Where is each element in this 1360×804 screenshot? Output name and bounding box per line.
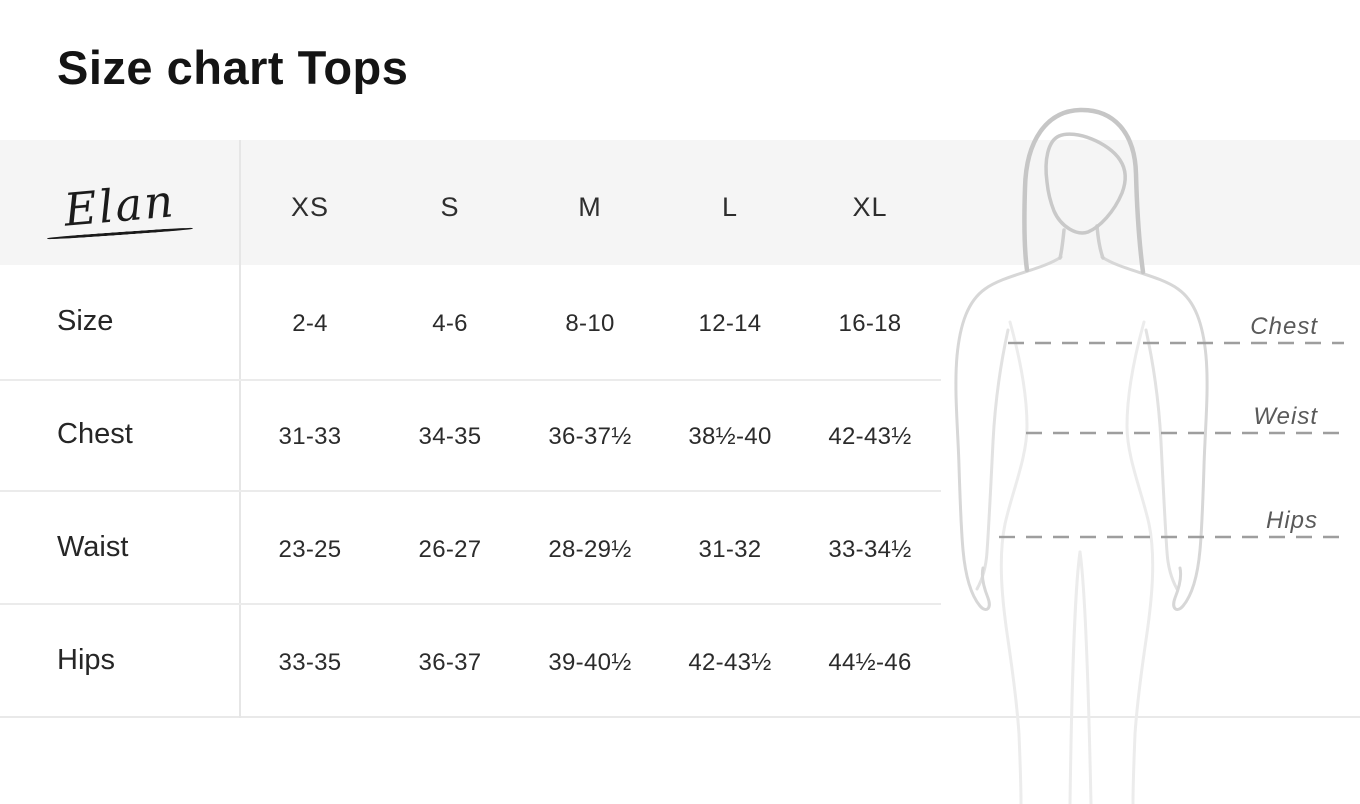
column-header-m: M	[578, 192, 602, 222]
measurement-label-weist: Weist	[1253, 403, 1318, 430]
column-header-xl: XL	[852, 192, 888, 222]
body-measurement-figure: Chest Weist Hips	[954, 107, 1344, 804]
table-cell: 4-6	[432, 309, 468, 337]
row-divider-1	[0, 379, 941, 381]
row-label-chest: Chest	[57, 418, 133, 450]
table-cell: 8-10	[565, 309, 615, 337]
table-cell: 31-32	[698, 535, 762, 563]
column-header-s: S	[440, 192, 460, 222]
row-label-size: Size	[57, 305, 114, 337]
table-cell: 16-18	[838, 309, 902, 337]
table-cell: 38½-40	[688, 422, 772, 450]
table-cell: 36-37½	[548, 422, 632, 450]
table-cell: 34-35	[418, 422, 482, 450]
inner-leg-left	[1068, 550, 1082, 804]
brand-logo: Elan	[62, 173, 178, 237]
table-cell: 2-4	[292, 309, 328, 337]
measurement-label-hips: Hips	[1266, 507, 1318, 534]
table-column-divider	[239, 140, 241, 718]
inner-leg-right	[1078, 550, 1093, 804]
torso-left-outline	[999, 320, 1029, 804]
brand-logo-cell: Elan	[0, 140, 240, 265]
shoulder-arm-left	[954, 255, 1063, 611]
page-title: Size chart Tops	[57, 41, 409, 94]
table-cell: 33-34½	[828, 535, 912, 563]
size-chart-table: Elan XS S M L XL Size 2-4 4-6 8-10 12-14…	[0, 140, 940, 717]
row-label-waist: Waist	[57, 531, 129, 563]
table-cell: 36-37	[418, 648, 482, 676]
measurement-label-chest: Chest	[1250, 313, 1318, 340]
table-cell: 31-33	[278, 422, 342, 450]
table-cell: 39-40½	[548, 648, 632, 676]
table-cell: 23-25	[278, 535, 342, 563]
table-cell: 33-35	[278, 648, 342, 676]
torso-right-outline	[1125, 320, 1155, 804]
table-cell: 42-43½	[828, 422, 912, 450]
table-cell: 12-14	[698, 309, 762, 337]
row-divider-3	[0, 603, 941, 605]
table-cell: 28-29½	[548, 535, 632, 563]
inner-arm-left	[975, 328, 1010, 591]
column-header-l: L	[721, 192, 739, 222]
neck-right	[1095, 224, 1105, 260]
row-divider-2	[0, 490, 941, 492]
column-header-xs: XS	[290, 192, 330, 222]
face-outline	[1044, 132, 1127, 235]
table-cell: 42-43½	[688, 648, 772, 676]
inner-arm-right	[1144, 328, 1179, 591]
table-bottom-border	[0, 716, 1360, 718]
hair-outline	[1022, 107, 1146, 275]
table-cell: 44½-46	[828, 648, 912, 676]
neck-left	[1058, 228, 1066, 260]
row-label-hips: Hips	[57, 644, 116, 676]
table-cell: 26-27	[418, 535, 482, 563]
shoulder-arm-right	[1100, 255, 1209, 611]
